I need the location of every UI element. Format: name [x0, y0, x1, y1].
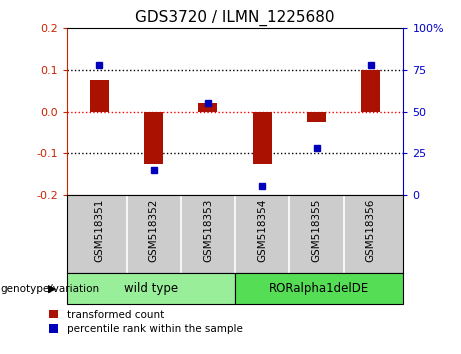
Text: RORalpha1delDE: RORalpha1delDE	[269, 282, 369, 295]
Bar	[235, 273, 403, 304]
Text: genotype/variation: genotype/variation	[0, 284, 99, 293]
Bar	[90, 80, 109, 112]
Title: GDS3720 / ILMN_1225680: GDS3720 / ILMN_1225680	[136, 9, 335, 25]
Bar	[361, 70, 380, 112]
Text: GSM518353: GSM518353	[203, 199, 213, 262]
Text: wild type: wild type	[124, 282, 178, 295]
Legend: transformed count, percentile rank within the sample: transformed count, percentile rank withi…	[49, 310, 242, 334]
Text: GSM518356: GSM518356	[366, 199, 376, 262]
Bar	[144, 112, 163, 164]
Bar	[67, 273, 235, 304]
Bar	[307, 112, 326, 122]
Text: GSM518354: GSM518354	[257, 199, 267, 262]
Bar	[199, 103, 218, 112]
Text: GSM518352: GSM518352	[149, 199, 159, 262]
Text: GSM518355: GSM518355	[312, 199, 321, 262]
Bar	[253, 112, 272, 164]
Text: ▶: ▶	[48, 284, 57, 293]
Text: GSM518351: GSM518351	[95, 199, 104, 262]
